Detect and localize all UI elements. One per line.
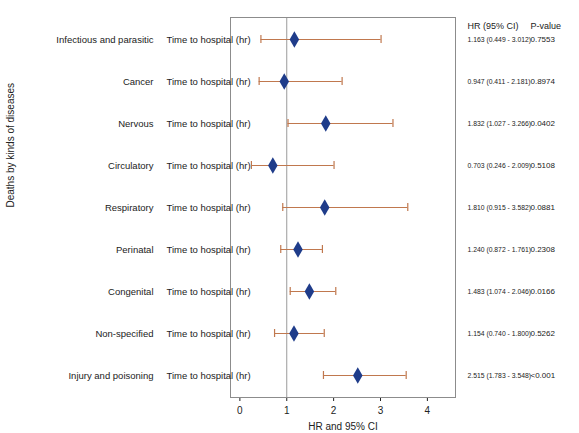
svg-text:Time to hospital (hr): Time to hospital (hr) [167, 244, 251, 255]
svg-text:0.2308: 0.2308 [531, 245, 556, 254]
svg-text:1.163 (0.449 - 3.012): 1.163 (0.449 - 3.012) [468, 36, 531, 44]
svg-text:0.5108: 0.5108 [531, 161, 556, 170]
svg-text:0.0166: 0.0166 [531, 287, 556, 296]
svg-text:Time to hospital (hr): Time to hospital (hr) [167, 328, 251, 339]
svg-text:1.832 (1.027 - 3.266): 1.832 (1.027 - 3.266) [468, 120, 531, 128]
svg-text:4: 4 [425, 405, 431, 416]
svg-text:Infectious and parasitic: Infectious and parasitic [56, 34, 153, 45]
svg-text:1.240 (0.872 - 1.761): 1.240 (0.872 - 1.761) [468, 246, 531, 254]
svg-text:Nervous: Nervous [118, 118, 154, 129]
svg-text:Non-specified: Non-specified [95, 328, 153, 339]
svg-text:Time to hospital (hr): Time to hospital (hr) [167, 286, 251, 297]
svg-text:Perinatal: Perinatal [116, 244, 154, 255]
svg-text:3: 3 [378, 405, 384, 416]
svg-text:0.947 (0.411 - 2.181): 0.947 (0.411 - 2.181) [468, 78, 531, 86]
svg-text:Injury and poisoning: Injury and poisoning [68, 370, 153, 381]
svg-text:Time to hospital (hr): Time to hospital (hr) [167, 76, 251, 87]
svg-text:1.154 (0.740 - 1.800): 1.154 (0.740 - 1.800) [468, 330, 531, 338]
svg-text:Time to hospital (hr): Time to hospital (hr) [167, 118, 251, 129]
svg-text:1.483 (1.074 - 2.046): 1.483 (1.074 - 2.046) [468, 288, 531, 296]
svg-text:0.7553: 0.7553 [531, 35, 556, 44]
svg-text:Cancer: Cancer [123, 76, 154, 87]
svg-text:0.0881: 0.0881 [531, 203, 556, 212]
svg-text:Circulatory: Circulatory [108, 160, 154, 171]
svg-text:Time to hospital (hr): Time to hospital (hr) [167, 34, 251, 45]
svg-text:2.515 (1.783 - 3.548): 2.515 (1.783 - 3.548) [468, 372, 531, 380]
svg-text:0: 0 [237, 405, 243, 416]
svg-text:Deaths by kinds of diseases: Deaths by kinds of diseases [5, 83, 16, 208]
svg-text:0.703 (0.246 - 2.009): 0.703 (0.246 - 2.009) [468, 162, 531, 170]
svg-text:HR and 95% CI: HR and 95% CI [308, 421, 377, 432]
svg-text:0.0402: 0.0402 [531, 119, 556, 128]
svg-text:0.8974: 0.8974 [531, 77, 556, 86]
svg-text:2: 2 [331, 405, 337, 416]
svg-text:P-value: P-value [531, 21, 562, 31]
svg-text:0.5262: 0.5262 [531, 329, 556, 338]
svg-text:Respiratory: Respiratory [105, 202, 154, 213]
svg-text:HR (95% CI): HR (95% CI) [468, 21, 519, 31]
svg-text:1: 1 [284, 405, 290, 416]
svg-text:Time to hospital (hr): Time to hospital (hr) [167, 160, 251, 171]
svg-text:Time to hospital (hr): Time to hospital (hr) [167, 202, 251, 213]
svg-text:Congenital: Congenital [108, 286, 153, 297]
svg-text:1.810 (0.915 - 3.582): 1.810 (0.915 - 3.582) [468, 204, 531, 212]
svg-text:Time to hospital (hr): Time to hospital (hr) [167, 370, 251, 381]
svg-text:<0.001: <0.001 [531, 371, 556, 380]
